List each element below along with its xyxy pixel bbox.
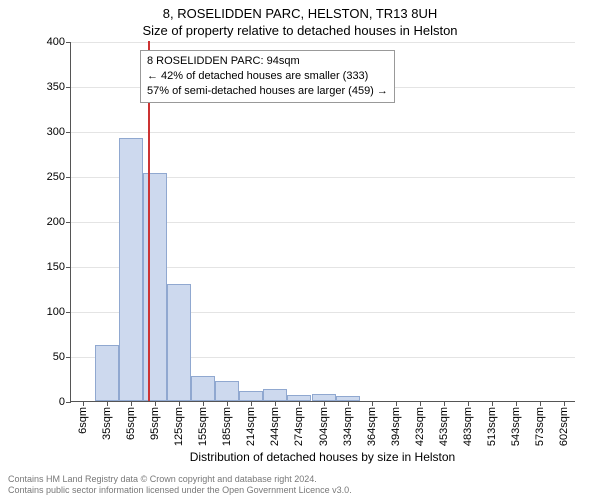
annotation-box: 8 ROSELIDDEN PARC: 94sqm ← 42% of detach…: [140, 50, 395, 103]
xtick-label: 602sqm: [558, 407, 570, 446]
ytick-label: 200: [47, 216, 65, 228]
xtick-mark: [564, 401, 565, 406]
xtick-mark: [251, 401, 252, 406]
xtick-mark: [83, 401, 84, 406]
xtick-label: 543sqm: [510, 407, 522, 446]
xtick-label: 423sqm: [414, 407, 426, 446]
ytick-label: 350: [47, 81, 65, 93]
annotation-line2: ← 42% of detached houses are smaller (33…: [147, 69, 388, 84]
ytick-mark: [66, 312, 71, 313]
ytick-label: 100: [47, 306, 65, 318]
ytick-mark: [66, 402, 71, 403]
ytick-label: 0: [59, 396, 65, 408]
ytick-label: 50: [53, 351, 65, 363]
histogram-bar: [312, 394, 336, 401]
xtick-label: 304sqm: [318, 407, 330, 446]
xtick-mark: [203, 401, 204, 406]
xtick-label: 364sqm: [366, 407, 378, 446]
xtick-label: 65sqm: [125, 407, 137, 440]
ytick-mark: [66, 267, 71, 268]
xtick-label: 125sqm: [173, 407, 185, 446]
footer-attribution: Contains HM Land Registry data © Crown c…: [8, 474, 352, 496]
ytick-label: 300: [47, 126, 65, 138]
annotation-line3: 57% of semi-detached houses are larger (…: [147, 84, 388, 99]
xtick-label: 453sqm: [438, 407, 450, 446]
histogram-bar: [263, 389, 287, 401]
ytick-mark: [66, 132, 71, 133]
histogram-bar: [119, 138, 143, 401]
ytick-mark: [66, 357, 71, 358]
xtick-label: 483sqm: [462, 407, 474, 446]
xtick-label: 334sqm: [342, 407, 354, 446]
xtick-label: 214sqm: [245, 407, 257, 446]
xtick-mark: [468, 401, 469, 406]
histogram-bar: [215, 381, 239, 401]
ytick-label: 250: [47, 171, 65, 183]
histogram-bar: [95, 345, 119, 401]
xtick-mark: [540, 401, 541, 406]
xtick-mark: [444, 401, 445, 406]
histogram-bar: [167, 284, 191, 401]
ytick-mark: [66, 222, 71, 223]
xtick-mark: [396, 401, 397, 406]
histogram-bar: [239, 391, 263, 401]
xtick-label: 513sqm: [486, 407, 498, 446]
xtick-mark: [227, 401, 228, 406]
ytick-label: 150: [47, 261, 65, 273]
xtick-mark: [324, 401, 325, 406]
xtick-mark: [372, 401, 373, 406]
xtick-mark: [348, 401, 349, 406]
histogram-bar: [191, 376, 215, 401]
xtick-mark: [299, 401, 300, 406]
xtick-label: 35sqm: [101, 407, 113, 440]
xtick-mark: [155, 401, 156, 406]
xtick-label: 274sqm: [293, 407, 305, 446]
footer-line1: Contains HM Land Registry data © Crown c…: [8, 474, 352, 485]
ytick-mark: [66, 177, 71, 178]
xtick-label: 244sqm: [269, 407, 281, 446]
chart-title-main: 8, ROSELIDDEN PARC, HELSTON, TR13 8UH: [0, 0, 600, 21]
annotation-line1: 8 ROSELIDDEN PARC: 94sqm: [147, 54, 388, 69]
chart-title-sub: Size of property relative to detached ho…: [0, 21, 600, 38]
xtick-mark: [516, 401, 517, 406]
xtick-mark: [420, 401, 421, 406]
x-axis-label: Distribution of detached houses by size …: [70, 450, 575, 464]
xtick-label: 95sqm: [149, 407, 161, 440]
ytick-mark: [66, 87, 71, 88]
footer-line2: Contains public sector information licen…: [8, 485, 352, 496]
xtick-mark: [131, 401, 132, 406]
xtick-mark: [275, 401, 276, 406]
xtick-label: 6sqm: [77, 407, 89, 434]
xtick-mark: [107, 401, 108, 406]
xtick-label: 573sqm: [534, 407, 546, 446]
ytick-mark: [66, 42, 71, 43]
xtick-label: 155sqm: [197, 407, 209, 446]
xtick-mark: [492, 401, 493, 406]
xtick-label: 394sqm: [390, 407, 402, 446]
xtick-mark: [179, 401, 180, 406]
chart-container: 8, ROSELIDDEN PARC, HELSTON, TR13 8UH Si…: [0, 0, 600, 500]
xtick-label: 185sqm: [221, 407, 233, 446]
ytick-label: 400: [47, 36, 65, 48]
